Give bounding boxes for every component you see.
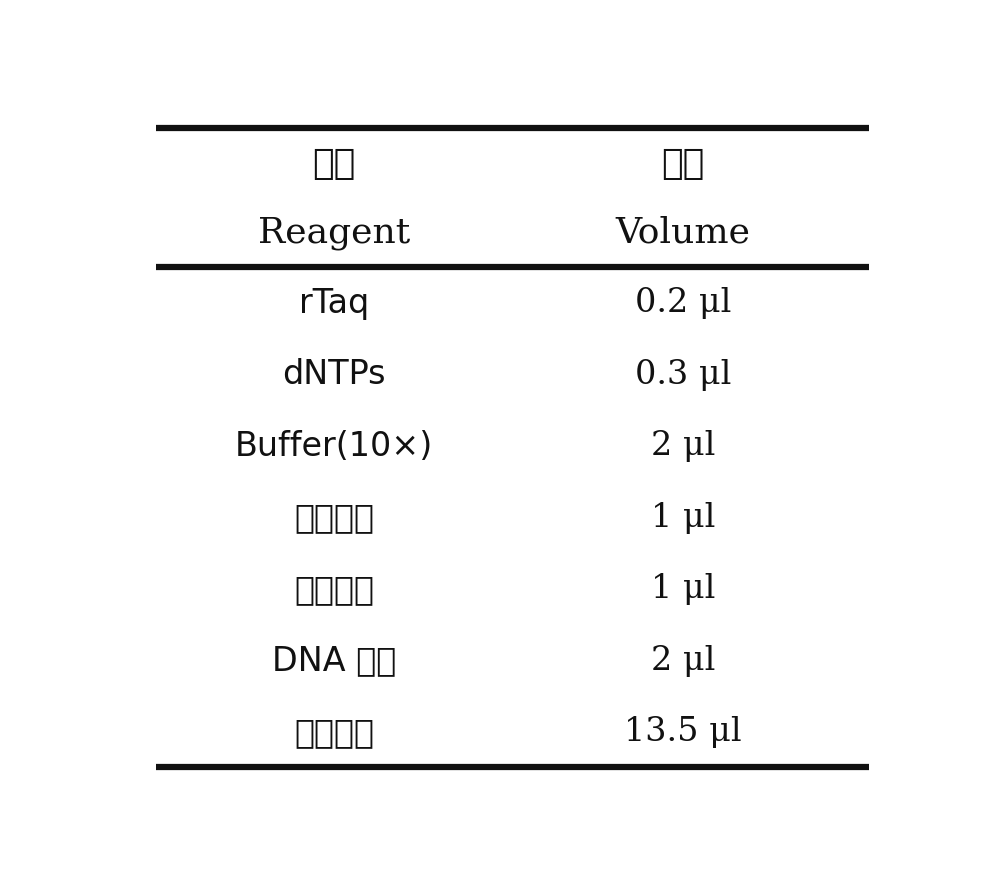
Text: 13.5 μl: 13.5 μl bbox=[624, 716, 742, 747]
Text: 0.2 μl: 0.2 μl bbox=[635, 287, 731, 319]
Text: Buffer(10×): Buffer(10×) bbox=[235, 430, 433, 462]
Text: 2 μl: 2 μl bbox=[651, 430, 715, 462]
Text: dNTPs: dNTPs bbox=[283, 358, 386, 391]
Text: rTaq: rTaq bbox=[299, 287, 369, 319]
Text: 1 μl: 1 μl bbox=[651, 573, 715, 604]
Text: Volume: Volume bbox=[616, 216, 750, 250]
Text: DNA 模板: DNA 模板 bbox=[272, 644, 396, 676]
Text: 下游引物: 下游引物 bbox=[294, 572, 374, 605]
Text: Reagent: Reagent bbox=[258, 216, 410, 250]
Text: 2 μl: 2 μl bbox=[651, 644, 715, 676]
Text: 上游引物: 上游引物 bbox=[294, 501, 374, 533]
Text: 体积: 体积 bbox=[661, 146, 705, 181]
Text: 1 μl: 1 μl bbox=[651, 501, 715, 533]
Text: 0.3 μl: 0.3 μl bbox=[635, 359, 731, 390]
Text: 去离子水: 去离子水 bbox=[294, 715, 374, 748]
Text: 试剂: 试剂 bbox=[313, 146, 356, 181]
